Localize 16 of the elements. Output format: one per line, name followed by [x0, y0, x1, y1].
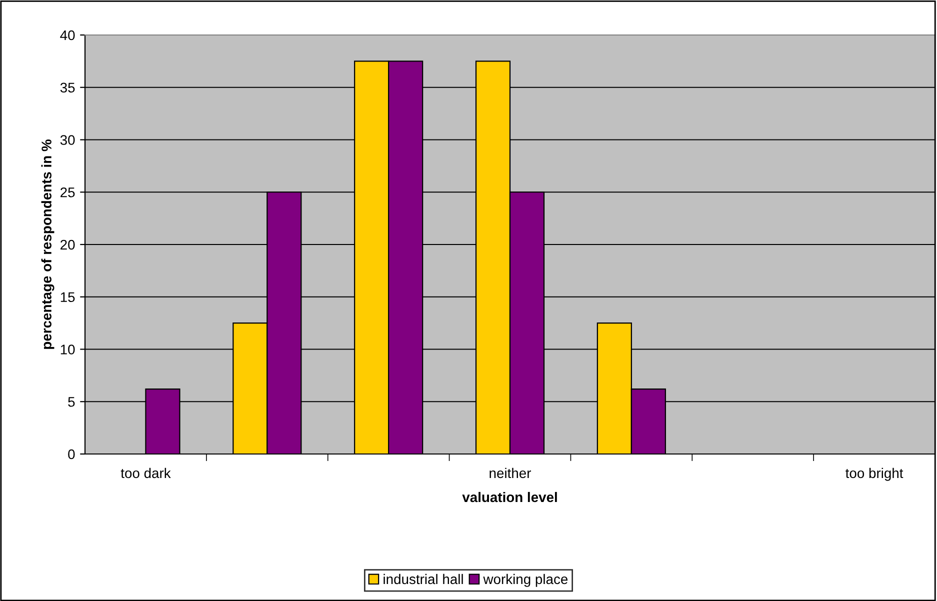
- y-tick-label: 5: [68, 397, 75, 407]
- y-axis-title: percentage of respondents in %: [41, 140, 54, 349]
- y-tick-label: 30: [60, 135, 75, 145]
- y-tick-label: 20: [60, 240, 75, 250]
- x-tick-label: too dark: [120, 468, 171, 478]
- y-tick-label: 15: [60, 292, 75, 302]
- x-tick-label: too bright: [846, 468, 904, 481]
- y-tick-label: 35: [60, 82, 75, 93]
- y-tick-label: 40: [60, 30, 75, 40]
- y-tick-label: 10: [60, 344, 75, 354]
- y-tick-label: 25: [60, 187, 75, 198]
- x-axis-title: valuation level: [462, 492, 557, 502]
- x-tick-label: neither: [490, 468, 532, 478]
- y-tick-label: 0: [68, 449, 75, 460]
- legend-label: working place: [483, 574, 568, 587]
- legend-label: industrial hall: [384, 574, 463, 584]
